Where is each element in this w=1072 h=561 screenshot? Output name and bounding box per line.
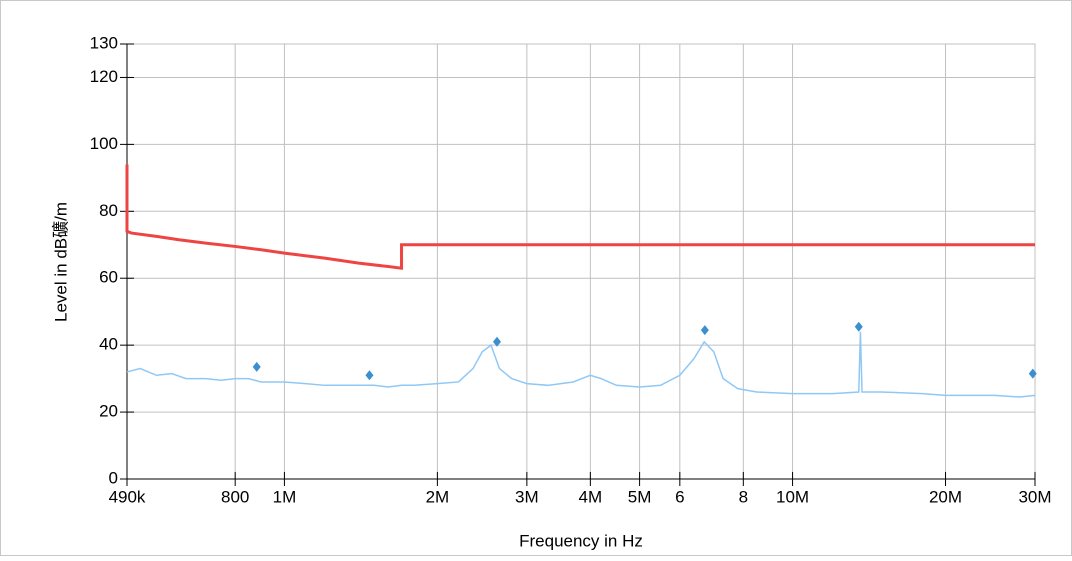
x-axis-label: Frequency in Hz bbox=[519, 531, 643, 550]
x-tick-label: 30M bbox=[1018, 487, 1051, 506]
y-tick-label: 0 bbox=[109, 468, 118, 487]
x-tick-label: 10M bbox=[776, 487, 809, 506]
x-tick-label: 1M bbox=[273, 487, 297, 506]
peak-marker bbox=[365, 370, 374, 381]
y-tick-label: 60 bbox=[99, 268, 118, 287]
x-tick-label: 4M bbox=[579, 487, 603, 506]
x-tick-label: 6 bbox=[675, 487, 684, 506]
limit-line bbox=[125, 164, 1035, 270]
measurement-trace bbox=[126, 331, 1036, 398]
x-tick-label: 800 bbox=[221, 487, 249, 506]
plot-area bbox=[126, 43, 1036, 480]
peak-marker bbox=[1028, 368, 1037, 379]
peak-marker bbox=[252, 361, 261, 372]
peak-marker bbox=[700, 325, 709, 336]
y-tick-label: 40 bbox=[99, 335, 118, 354]
y-tick-label: 80 bbox=[99, 201, 118, 220]
y-tick-label: 130 bbox=[90, 33, 118, 52]
y-axis-label: Level in dB礦/m bbox=[51, 202, 70, 322]
y-tick-label: 20 bbox=[99, 402, 118, 421]
peak-marker bbox=[854, 321, 863, 332]
y-tick-label: 120 bbox=[90, 67, 118, 86]
x-tick-label: 5M bbox=[628, 487, 652, 506]
peak-marker bbox=[492, 336, 501, 347]
x-tick-label: 20M bbox=[929, 487, 962, 506]
x-tick-label: 2M bbox=[426, 487, 450, 506]
x-tick-label: 490k bbox=[109, 487, 146, 506]
x-tick-label: 3M bbox=[515, 487, 539, 506]
x-tick-label: 8 bbox=[739, 487, 748, 506]
y-tick-label: 100 bbox=[90, 134, 118, 153]
